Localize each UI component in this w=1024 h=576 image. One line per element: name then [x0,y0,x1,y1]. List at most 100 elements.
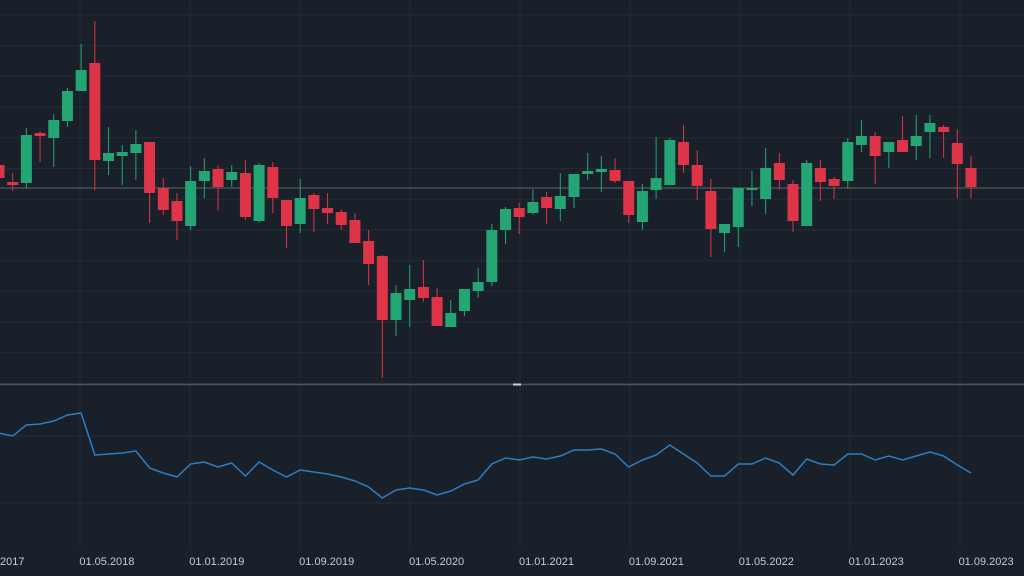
candle-body-up [75,70,87,91]
candle [732,188,744,247]
candle-body-down [308,195,320,209]
candle [910,115,922,160]
candle [130,130,142,180]
candle-body-down [376,256,388,320]
candle-body-down [212,169,224,187]
candle [144,142,156,223]
candle [568,174,580,208]
candle-body-down [541,197,553,208]
candle [404,265,416,327]
x-tick-label: 01.01.2019 [189,556,245,568]
candle [267,162,279,213]
candle-body-down [417,287,429,298]
candle [7,173,19,191]
candle [458,289,470,316]
candle [280,200,292,248]
candle [609,158,621,183]
candle [486,224,498,286]
candle-body-down [897,140,909,152]
candle [417,260,429,302]
candle-body-up [924,123,936,132]
candle-body-down [157,188,169,210]
candle-body-up [664,140,676,185]
candle-body-up [910,136,922,146]
candle [938,125,950,158]
candle [664,138,676,185]
candle [623,181,635,223]
candle-body-up [582,171,594,174]
candle-body-down [171,201,183,221]
candle [541,192,553,224]
candle [294,179,306,233]
x-tick-label: 01.09.2019 [299,556,355,568]
candle-body-down [965,168,977,187]
candle [253,163,265,223]
candle [951,129,963,198]
candle [472,268,484,298]
candle-body-up [472,282,484,291]
candle-body-down [89,63,101,160]
candle [855,120,867,152]
candle [787,180,799,232]
candle [883,142,895,168]
candle-body-down [814,168,826,182]
candle-body-up [445,313,457,327]
candle-body-down [691,165,703,186]
candle [691,150,703,200]
x-tick-label: 01.05.2020 [409,556,465,568]
candle [75,44,87,91]
candle-body-up [48,120,60,138]
candle-body-up [568,174,580,197]
candle [814,160,826,201]
candle [965,156,977,198]
candle-body-up [636,191,648,222]
candle [48,114,60,167]
candle [705,179,717,257]
candle-body-down [363,241,375,264]
candle [773,153,785,190]
candle [322,193,334,224]
candle-body-down [335,212,347,225]
candle-body-down [349,220,361,243]
candle [445,300,457,327]
candle [527,189,539,215]
candle-body-up [554,196,566,209]
candle-body-up [185,181,197,226]
candle-body-up [390,293,402,320]
candle [61,88,73,127]
candle [34,131,46,162]
candle-body-down [678,142,689,165]
candle [239,160,251,220]
candle [801,160,813,226]
candle-body-up [294,198,306,224]
candle-body-up [527,202,539,213]
candle [212,165,224,211]
x-tick-label: 01.05.2018 [79,556,135,568]
candle-body-down [144,142,156,193]
candle [595,156,607,192]
pane-resize-handle[interactable] [513,383,521,386]
indicator-line [0,412,972,499]
x-tick-label: 01.05.2022 [738,556,794,568]
candle [500,207,512,244]
candle [390,285,402,336]
grid-lines [0,0,1024,548]
candle-body-up [61,91,73,121]
candle [746,171,758,206]
x-tick-label: 01.09.2023 [958,556,1014,568]
candle-body-up [226,172,238,180]
candle [760,148,772,214]
candle-body-up [760,168,772,199]
candle-body-up [198,171,210,181]
candle-body-up [883,142,895,152]
candle-body-down [7,182,19,185]
candle [20,128,32,188]
candle [0,165,5,178]
x-tick-label: 01.01.2021 [518,556,575,568]
candle [363,230,375,285]
candle [828,177,840,199]
candle-body-up [103,153,115,161]
candle-body-up [650,178,662,190]
candle-body-down [623,181,635,215]
